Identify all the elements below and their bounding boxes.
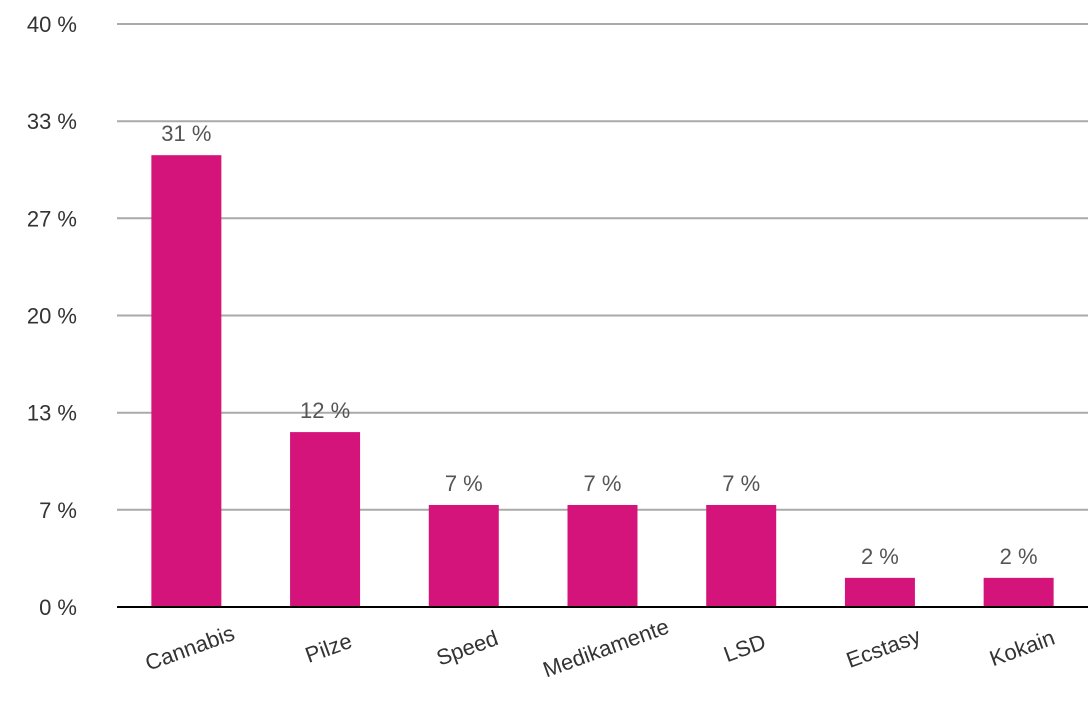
value-labels: 31 % 12 % 7 % 7 % 7 % 2 % 2 % <box>161 121 1037 569</box>
x-tick-label: Speed <box>433 625 501 670</box>
x-tick-label: Cannabis <box>142 620 238 675</box>
value-label: 2 % <box>861 544 899 569</box>
value-label: 7 % <box>584 471 622 496</box>
gridlines <box>117 23 1088 511</box>
bar-lsd <box>706 504 777 607</box>
x-tick-label: Kokain <box>986 625 1058 672</box>
x-tick-label: Ecstasy <box>843 623 924 673</box>
y-tick-label: 40 % <box>27 12 77 37</box>
value-label: 12 % <box>300 398 350 423</box>
value-label: 2 % <box>1000 544 1038 569</box>
bar-ecstasy <box>844 577 915 607</box>
x-tick-label: LSD <box>720 629 769 667</box>
bar-medikamente <box>567 504 638 607</box>
y-tick-label: 27 % <box>27 206 77 231</box>
bar-cannabis <box>151 155 222 608</box>
y-tick-label: 0 % <box>39 595 77 620</box>
bars <box>151 155 1054 608</box>
bar-kokain <box>983 577 1054 607</box>
x-tick-label: Medikamente <box>540 614 673 683</box>
y-tick-label: 13 % <box>27 401 77 426</box>
value-label: 7 % <box>445 471 483 496</box>
y-axis-ticks: 0 % 7 % 13 % 20 % 27 % 33 % 40 % <box>27 12 77 620</box>
value-label: 7 % <box>722 471 760 496</box>
y-tick-label: 20 % <box>27 304 77 329</box>
bar-pilze <box>290 432 361 607</box>
x-tick-label: Pilze <box>302 628 355 668</box>
value-label: 31 % <box>161 121 211 146</box>
x-axis-labels: Cannabis Pilze Speed Medikamente LSD Ecstasy K… <box>142 614 1058 683</box>
y-tick-label: 33 % <box>27 109 77 134</box>
bar-speed <box>428 504 499 607</box>
y-tick-label: 7 % <box>39 498 77 523</box>
